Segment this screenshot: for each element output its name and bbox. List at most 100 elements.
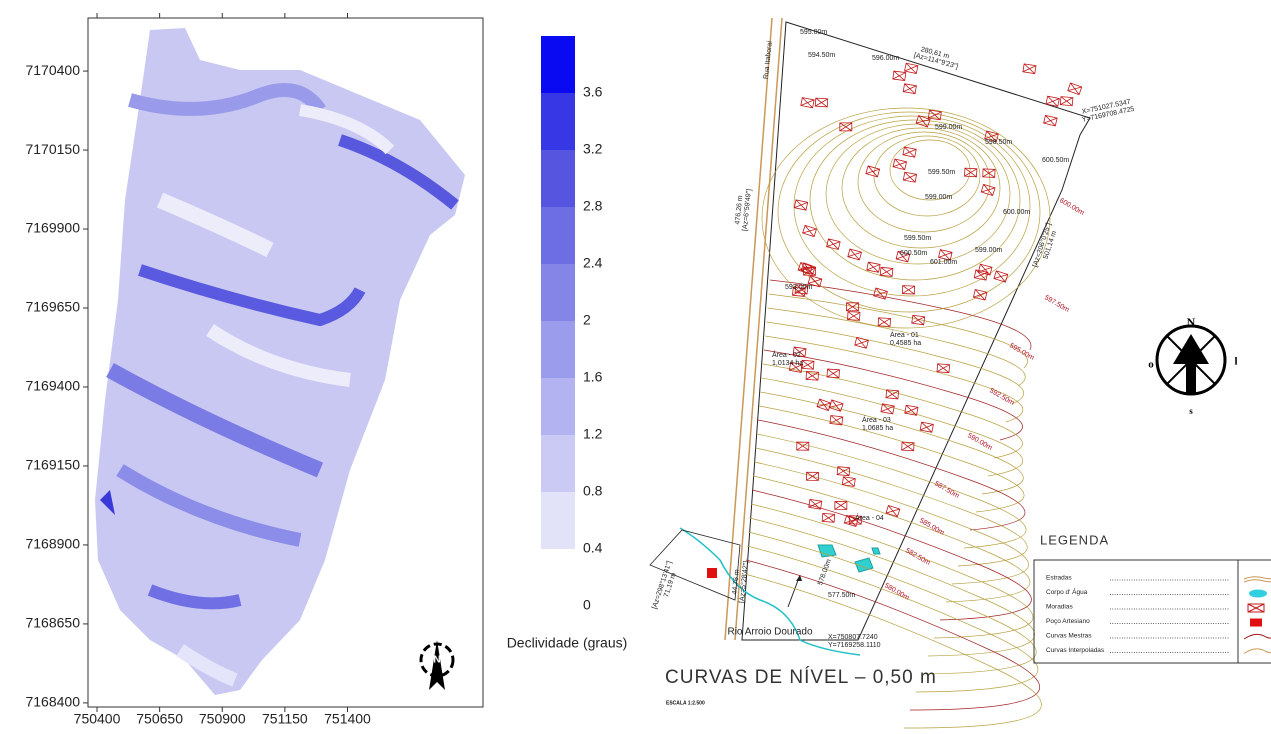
compass-label: l bbox=[1234, 356, 1237, 368]
x-tick-label: 751150 bbox=[262, 711, 308, 727]
legend-item: Curvas Mestras bbox=[1046, 633, 1092, 640]
area-label: 0,4585 ha bbox=[890, 340, 921, 347]
level-label: 593.00m bbox=[785, 284, 812, 291]
legend-item: Curvas Interpoladas bbox=[1046, 647, 1105, 654]
house bbox=[916, 116, 930, 127]
house bbox=[848, 312, 860, 321]
house bbox=[937, 364, 950, 373]
contour-line bbox=[842, 128, 1000, 248]
area-label: 1,0685 ha bbox=[862, 425, 893, 432]
house bbox=[794, 200, 807, 210]
house bbox=[806, 371, 819, 380]
colorbar-band bbox=[541, 150, 575, 207]
plan-title: CURVAS DE NÍVEL – 0,50 m bbox=[665, 667, 937, 688]
colorbar-tick-label: 0.4 bbox=[583, 540, 603, 556]
house bbox=[903, 147, 916, 157]
colorbar-tick-label: 1.2 bbox=[583, 426, 603, 442]
colorbar-tick-label: 2 bbox=[583, 312, 591, 328]
house bbox=[983, 169, 995, 178]
legend-symbol bbox=[1244, 634, 1271, 639]
compass-label: s bbox=[1189, 406, 1193, 416]
figure: N Declividade (graus) Rua Itaboraí 280,6… bbox=[0, 0, 1271, 729]
legend-symbol bbox=[1248, 604, 1264, 612]
colorbar-tick-label: 2.8 bbox=[583, 198, 603, 214]
contour-line bbox=[874, 136, 980, 216]
colorbar-tick-label: 3.6 bbox=[583, 84, 603, 100]
area-label: Área - 03 bbox=[862, 415, 891, 424]
x-tick-label: 750400 bbox=[74, 711, 121, 727]
colorbar-band bbox=[541, 264, 575, 321]
y-tick-label: 7168400 bbox=[25, 694, 80, 710]
contour-line bbox=[826, 124, 1010, 264]
legend-item: Poço Artesiano bbox=[1046, 618, 1090, 625]
area-label: Área - 04 bbox=[855, 513, 884, 522]
house bbox=[829, 400, 843, 411]
level-label: 601.00m bbox=[930, 259, 957, 266]
y-tick-label: 7168650 bbox=[25, 615, 80, 631]
y-tick-label: 7170400 bbox=[25, 62, 80, 78]
level-label: 587.50m bbox=[933, 480, 960, 500]
level-label: 594.50m bbox=[808, 52, 835, 59]
house bbox=[1044, 115, 1058, 126]
house bbox=[848, 249, 862, 260]
house bbox=[880, 267, 893, 276]
x-tick-label: 750650 bbox=[136, 711, 183, 727]
house bbox=[903, 84, 916, 94]
level-label: 600.50m bbox=[900, 250, 927, 257]
contour-line bbox=[756, 448, 1028, 566]
legend-title: LEGENDA bbox=[1040, 532, 1109, 547]
legend-symbol bbox=[1250, 619, 1262, 627]
y-tick-label: 7169900 bbox=[25, 220, 80, 236]
colorbar-tick-label: 0.8 bbox=[583, 483, 603, 499]
colorbar-band bbox=[541, 93, 575, 150]
slope-surface bbox=[95, 28, 465, 695]
colorbar-band bbox=[541, 321, 575, 378]
colorbar-tick-label: 2.4 bbox=[583, 255, 603, 271]
y-tick-label: 7169650 bbox=[25, 299, 80, 315]
legend-symbol bbox=[1249, 590, 1267, 598]
house bbox=[981, 184, 995, 195]
level-label: 595.00m bbox=[800, 29, 827, 36]
legend-item: Corpo d' Água bbox=[1046, 587, 1088, 596]
colorbar-band bbox=[541, 435, 575, 492]
contour-line bbox=[753, 476, 1030, 602]
colorbar-tick-label: 1.6 bbox=[583, 369, 603, 385]
colorbar-band bbox=[541, 378, 575, 435]
house bbox=[822, 513, 835, 522]
colorbar-band bbox=[541, 492, 575, 549]
contour-line bbox=[858, 132, 990, 232]
house bbox=[827, 239, 841, 250]
coordinate: X=750807.7240 bbox=[828, 634, 878, 641]
legend: LEGENDA EstradasCorpo d' ÁguaMoradiasPoç… bbox=[1034, 532, 1271, 663]
house bbox=[886, 390, 899, 399]
house bbox=[902, 286, 914, 294]
house bbox=[803, 225, 817, 236]
house bbox=[893, 159, 907, 170]
house bbox=[855, 337, 869, 348]
colorbar-band bbox=[541, 207, 575, 264]
level-label: 599.00m bbox=[935, 124, 962, 131]
colorbar-label: Declividade (graus) bbox=[507, 635, 628, 651]
river-label: Rio Arroio Dourado bbox=[727, 627, 812, 638]
site-plan bbox=[650, 18, 1090, 728]
level-label: 597.50m bbox=[1043, 294, 1070, 314]
house bbox=[965, 168, 977, 177]
house bbox=[893, 71, 906, 80]
level-label: 600.00m bbox=[1058, 197, 1085, 217]
colorbar-tick-label: 3.2 bbox=[583, 141, 603, 157]
house bbox=[866, 166, 880, 177]
compass-label: N bbox=[1187, 315, 1196, 329]
compass: N o l s bbox=[1148, 315, 1237, 416]
house bbox=[878, 318, 890, 327]
x-tick-label: 750900 bbox=[199, 711, 246, 727]
coordinate: Y=7169258.1110 bbox=[828, 642, 881, 649]
house bbox=[801, 360, 814, 369]
level-label: 599.50m bbox=[928, 169, 955, 176]
level-label: 599.50m bbox=[904, 235, 931, 242]
house bbox=[806, 472, 818, 480]
page: N Declividade (graus) Rua Itaboraí 280,6… bbox=[0, 0, 1271, 734]
compass-label: o bbox=[1148, 359, 1154, 371]
house bbox=[867, 262, 880, 272]
level-label: 577.50m bbox=[828, 592, 855, 599]
level-label: 580.00m bbox=[883, 582, 910, 602]
